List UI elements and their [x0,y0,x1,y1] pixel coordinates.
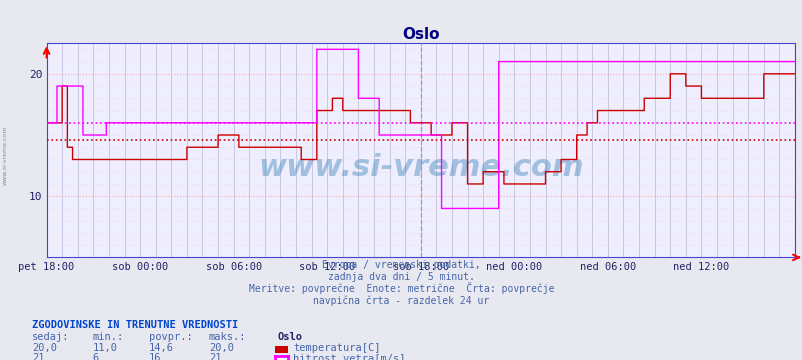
Text: 20,0: 20,0 [209,343,233,353]
Text: navpična črta - razdelek 24 ur: navpična črta - razdelek 24 ur [313,295,489,306]
Text: Oslo: Oslo [277,332,302,342]
Text: www.si-vreme.com: www.si-vreme.com [3,125,8,185]
Text: 11,0: 11,0 [92,343,117,353]
Text: 21: 21 [209,353,221,360]
Text: sedaj:: sedaj: [32,332,70,342]
Text: www.si-vreme.com: www.si-vreme.com [257,153,583,182]
Text: min.:: min.: [92,332,124,342]
Text: Meritve: povprečne  Enote: metrične  Črta: povprečje: Meritve: povprečne Enote: metrične Črta:… [249,282,553,294]
Text: 6: 6 [92,353,99,360]
Text: 16: 16 [148,353,161,360]
Text: zadnja dva dni / 5 minut.: zadnja dva dni / 5 minut. [328,272,474,282]
Text: ZGODOVINSKE IN TRENUTNE VREDNOSTI: ZGODOVINSKE IN TRENUTNE VREDNOSTI [32,320,238,330]
Text: 20,0: 20,0 [32,343,57,353]
Text: 21: 21 [32,353,45,360]
Text: hitrost vetra[m/s]: hitrost vetra[m/s] [293,353,405,360]
Text: 14,6: 14,6 [148,343,173,353]
Title: Oslo: Oslo [402,27,439,42]
Text: maks.:: maks.: [209,332,246,342]
Text: povpr.:: povpr.: [148,332,192,342]
Text: Evropa / vremenski podatki,: Evropa / vremenski podatki, [322,260,480,270]
Text: temperatura[C]: temperatura[C] [293,343,380,353]
